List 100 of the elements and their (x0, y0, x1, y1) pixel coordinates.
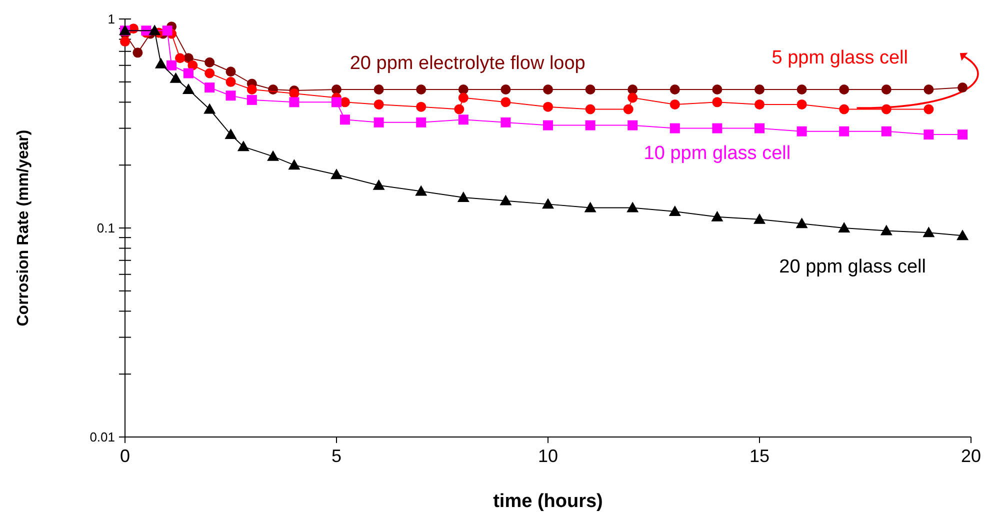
point (289, 97, 300, 108)
point (796, 84, 807, 94)
y-tick-label: 0.01 (90, 430, 115, 445)
point (711, 210, 724, 222)
point (174, 53, 185, 64)
point (204, 68, 215, 78)
point (628, 92, 638, 103)
point (204, 57, 215, 68)
series-label: 20 ppm electrolyte flow loop (350, 53, 586, 74)
y-axis-title: Corrosion Rate (mm/year) (15, 130, 32, 326)
point (839, 84, 850, 94)
point (204, 103, 216, 114)
point (330, 168, 342, 180)
point (374, 84, 384, 94)
point (267, 150, 280, 161)
point (543, 120, 553, 130)
point (458, 114, 468, 125)
point (500, 194, 512, 206)
x-tick-label: 15 (749, 446, 770, 466)
point (237, 140, 250, 152)
x-tick-label: 0 (120, 446, 130, 466)
point (246, 94, 257, 105)
point (170, 72, 182, 83)
point (956, 230, 969, 240)
y-tick-label: 1 (108, 12, 115, 27)
point (188, 60, 198, 70)
point (542, 198, 554, 209)
point (924, 130, 934, 140)
point (628, 120, 638, 130)
point (454, 104, 464, 114)
point (881, 126, 892, 136)
point (458, 84, 468, 94)
series-label: 10 ppm glass cell (644, 143, 791, 164)
point (204, 82, 215, 93)
point (880, 224, 892, 236)
point (754, 99, 764, 110)
point (416, 117, 426, 128)
point (183, 68, 194, 78)
point (668, 205, 681, 216)
point (374, 99, 384, 110)
point (340, 114, 350, 125)
point (626, 202, 639, 212)
point (224, 128, 237, 140)
point (120, 36, 130, 47)
point (881, 104, 892, 114)
point (881, 84, 892, 94)
point (246, 84, 257, 94)
point (670, 84, 680, 94)
point (166, 60, 177, 70)
point (500, 97, 511, 108)
point (288, 159, 300, 170)
point (796, 99, 807, 110)
point (585, 84, 596, 94)
point (374, 117, 384, 128)
point (670, 123, 680, 134)
x-tick-label: 5 (331, 446, 342, 466)
point (796, 218, 808, 228)
point (226, 76, 236, 87)
point (958, 82, 968, 93)
point (628, 84, 638, 94)
point (182, 83, 194, 94)
point (838, 222, 850, 232)
point (132, 48, 143, 58)
point (585, 104, 596, 114)
point (924, 104, 934, 114)
point (154, 58, 167, 68)
point (457, 191, 470, 202)
point (148, 24, 161, 36)
point (924, 84, 934, 94)
point (585, 120, 596, 130)
point (226, 90, 236, 101)
x-tick-label: 20 (960, 446, 982, 466)
point (584, 202, 596, 212)
series-label: 5 ppm glass cell (772, 47, 908, 68)
point (958, 130, 968, 140)
point (458, 92, 468, 103)
point (754, 84, 764, 94)
point (712, 123, 722, 134)
point (226, 66, 236, 77)
point (839, 126, 850, 136)
point (543, 84, 553, 94)
x-tick-label: 10 (538, 446, 558, 466)
point (712, 84, 722, 94)
series-label: 20 ppm glass cell (779, 256, 926, 278)
x-axis-title: time (hours) (493, 491, 603, 512)
point (543, 102, 553, 112)
point (922, 226, 935, 238)
point (754, 123, 764, 134)
y-tick-label: 0.1 (96, 220, 115, 236)
point (332, 97, 342, 108)
point (416, 84, 426, 94)
point (372, 179, 385, 190)
point (500, 84, 511, 94)
point (712, 97, 722, 108)
point (415, 185, 428, 196)
point (670, 99, 680, 110)
point (416, 102, 426, 112)
point (796, 126, 807, 136)
point (500, 117, 511, 128)
point (332, 84, 342, 94)
